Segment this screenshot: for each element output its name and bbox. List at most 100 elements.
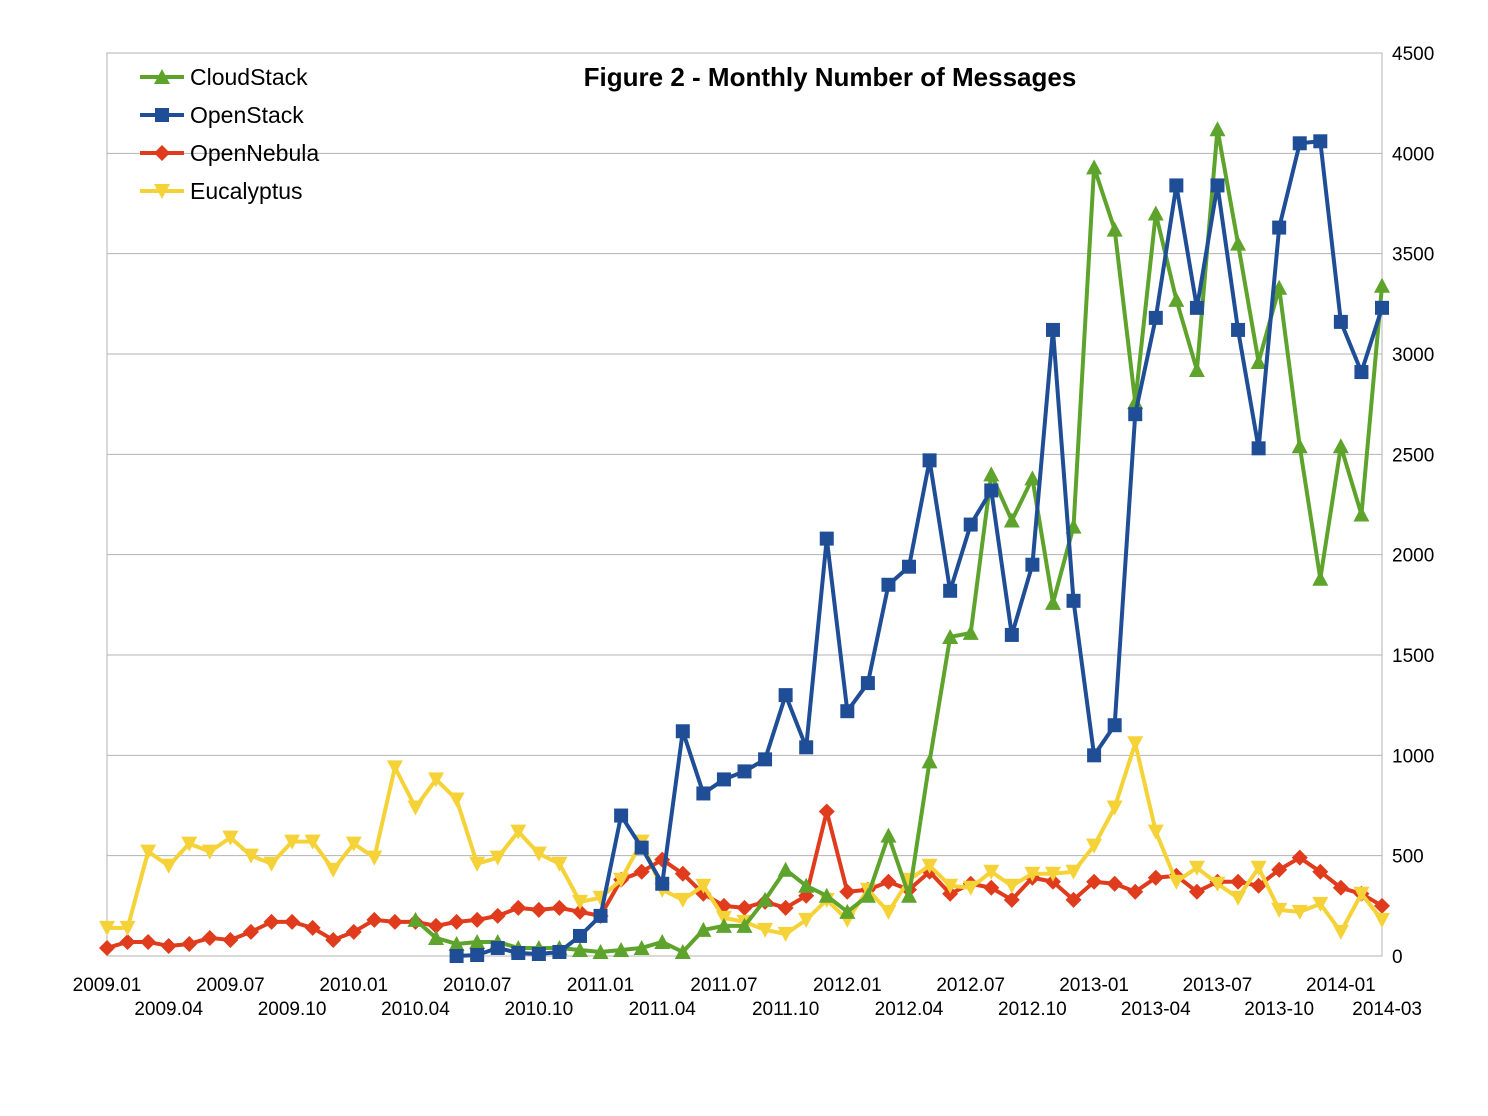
data-point-openstack: [1292, 136, 1307, 151]
data-point-openstack: [511, 945, 526, 960]
data-point-openstack: [634, 840, 649, 855]
data-point-openstack: [1025, 557, 1040, 572]
data-point-opennebula: [674, 865, 691, 882]
data-point-opennebula: [942, 885, 959, 902]
data-point-cloudstack: [1312, 570, 1329, 586]
legend-label: Eucalyptus: [190, 178, 303, 204]
data-point-openstack: [902, 559, 917, 574]
data-point-openstack: [1045, 322, 1060, 337]
data-point-eucalyptus: [1374, 912, 1390, 928]
data-point-opennebula: [448, 913, 465, 930]
data-point-cloudstack: [1374, 277, 1390, 293]
data-point-opennebula: [1271, 861, 1288, 878]
data-point-eucalyptus: [469, 856, 486, 872]
legend-swatch-marker: [154, 69, 170, 84]
data-point-eucalyptus: [674, 892, 691, 908]
legend-label: CloudStack: [190, 64, 308, 90]
data-point-openstack: [1251, 441, 1266, 456]
data-point-opennebula: [242, 923, 259, 940]
data-point-opennebula: [325, 931, 342, 948]
data-point-openstack: [1333, 314, 1348, 329]
data-point-openstack: [1272, 220, 1287, 235]
data-point-cloudstack: [1003, 512, 1020, 528]
data-point-opennebula: [1003, 891, 1020, 908]
data-point-eucalyptus: [571, 894, 588, 910]
data-point-eucalyptus: [201, 844, 218, 860]
data-point-cloudstack: [901, 887, 918, 903]
data-point-cloudstack: [1230, 235, 1247, 251]
data-point-eucalyptus: [613, 872, 630, 888]
data-point-opennebula: [571, 903, 588, 920]
data-point-cloudstack: [1353, 506, 1370, 522]
data-point-openstack: [655, 876, 670, 891]
x-tick-label: 2009.07: [196, 975, 265, 996]
data-point-opennebula: [1086, 873, 1103, 890]
data-point-eucalyptus: [1086, 838, 1103, 854]
y-tick-label: 4000: [1392, 144, 1434, 165]
data-point-eucalyptus: [510, 824, 527, 840]
x-tick-label: 2014-01: [1306, 975, 1376, 996]
data-point-opennebula: [736, 899, 753, 916]
data-point-eucalyptus: [140, 844, 157, 860]
data-point-eucalyptus: [880, 904, 897, 920]
data-point-eucalyptus: [1168, 874, 1185, 890]
data-point-opennebula: [1250, 877, 1267, 894]
data-point-openstack: [943, 583, 958, 598]
data-point-eucalyptus: [1271, 902, 1288, 918]
data-point-cloudstack: [428, 929, 445, 945]
data-point-cloudstack: [757, 891, 774, 907]
data-point-opennebula: [345, 923, 362, 940]
data-point-cloudstack: [1188, 362, 1205, 378]
data-point-eucalyptus: [777, 926, 794, 942]
data-point-cloudstack: [1250, 354, 1267, 370]
data-point-eucalyptus: [1332, 924, 1349, 940]
data-point-opennebula: [1291, 849, 1308, 866]
x-tick-label: 2013-07: [1183, 975, 1253, 996]
data-point-cloudstack: [633, 939, 650, 955]
data-point-openstack: [1066, 593, 1081, 608]
legend-swatch-marker: [155, 108, 169, 122]
x-tick-label: 2013-04: [1121, 999, 1191, 1020]
data-point-opennebula: [1332, 879, 1349, 896]
data-point-eucalyptus: [530, 846, 547, 862]
data-point-eucalyptus: [407, 800, 424, 816]
data-point-opennebula: [119, 933, 136, 950]
legend-item-openstack: OpenStack: [140, 102, 304, 128]
data-point-eucalyptus: [1209, 876, 1226, 892]
data-point-openstack: [922, 453, 937, 468]
data-point-cloudstack: [839, 903, 856, 919]
data-point-opennebula: [1044, 873, 1061, 890]
data-point-opennebula: [818, 803, 835, 820]
x-tick-label: 2012.01: [813, 975, 882, 996]
data-point-openstack: [860, 676, 875, 691]
data-point-openstack: [552, 944, 567, 959]
data-point-openstack: [1354, 365, 1369, 380]
y-tick-label: 4500: [1392, 44, 1434, 65]
data-point-eucalyptus: [242, 848, 259, 864]
data-point-eucalyptus: [1291, 904, 1308, 920]
data-point-eucalyptus: [1024, 866, 1041, 882]
data-point-openstack: [490, 940, 505, 955]
x-tick-label: 2011.07: [690, 975, 757, 996]
data-point-eucalyptus: [160, 858, 177, 874]
data-point-opennebula: [1374, 897, 1390, 914]
x-tick-label: 2011.01: [567, 975, 634, 996]
data-point-openstack: [1107, 718, 1122, 733]
x-tick-label: 2012.04: [875, 999, 944, 1020]
data-point-opennebula: [551, 899, 568, 916]
data-point-opennebula: [201, 929, 218, 946]
data-point-openstack: [1087, 748, 1102, 763]
y-axis-tick-labels: 0 500 1000 1500 2000 2500 3000 3500 4000 4500: [1392, 44, 1434, 968]
data-point-eucalyptus: [489, 850, 506, 866]
x-tick-label: 2014-03: [1352, 999, 1422, 1020]
data-point-opennebula: [510, 899, 527, 916]
y-tick-label: 3000: [1392, 345, 1434, 366]
data-point-eucalyptus: [695, 878, 712, 894]
data-point-eucalyptus: [345, 836, 362, 852]
data-point-openstack: [531, 946, 546, 961]
x-tick-label: 2012.07: [936, 975, 1005, 996]
series-openstack: [449, 134, 1389, 963]
data-point-eucalyptus: [1250, 860, 1267, 876]
